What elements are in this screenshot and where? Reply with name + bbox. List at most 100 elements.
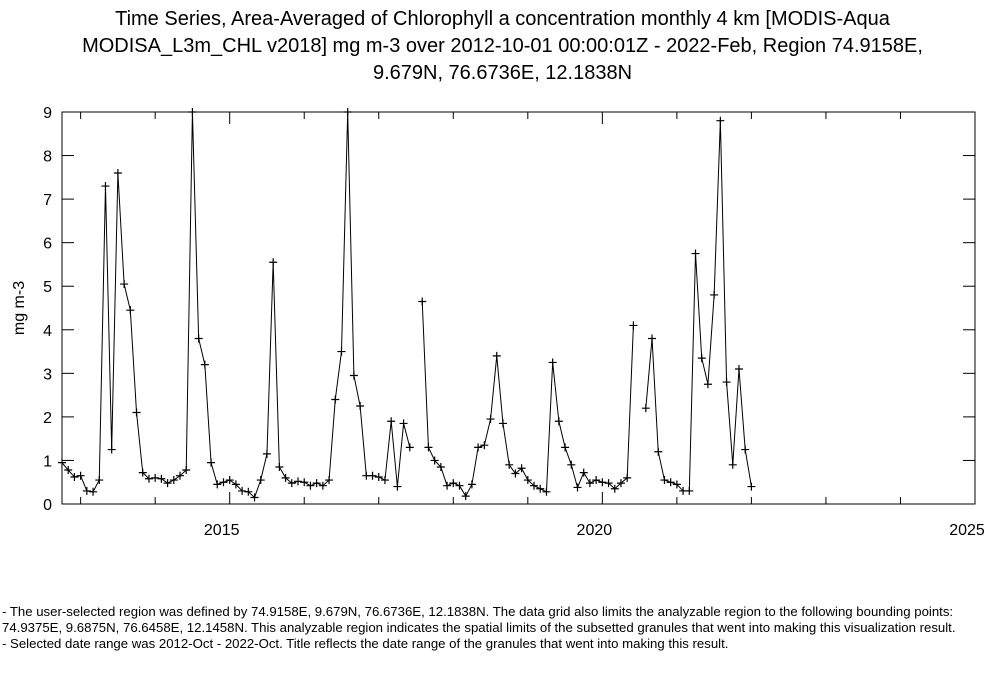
data-point <box>498 419 507 428</box>
data-point <box>213 480 222 489</box>
data-point <box>356 402 365 410</box>
data-point <box>467 480 476 489</box>
data-point <box>648 334 657 343</box>
data-point <box>337 347 346 356</box>
y-tick-label: 5 <box>43 279 52 296</box>
data-point <box>70 472 79 481</box>
data-point <box>424 443 433 452</box>
tick-labels: 0 1 2 3 4 5 6 7 8 9 2015 2020 2025 <box>43 105 985 539</box>
x-tick-label: 2020 <box>577 522 613 539</box>
data-point <box>741 445 750 454</box>
data-point <box>728 460 737 469</box>
chart-title-line-2: MODISA_L3m_CHL v2018] mg m-3 over 2012-1… <box>82 35 923 57</box>
data-point <box>672 480 681 489</box>
data-point <box>380 476 389 485</box>
y-tick-label: 2 <box>43 410 52 427</box>
data-point <box>654 447 663 456</box>
data-point <box>58 458 66 467</box>
data-point <box>256 476 265 485</box>
data-point <box>430 456 439 465</box>
series-line <box>421 301 634 498</box>
data-point <box>89 487 98 496</box>
data-point <box>374 472 383 481</box>
data-point <box>200 360 209 369</box>
series-line <box>61 111 411 499</box>
data-point <box>405 443 414 452</box>
data-point <box>306 481 315 490</box>
data-point <box>579 468 588 477</box>
data-point <box>505 460 514 469</box>
axis-ticks <box>62 111 976 505</box>
data-point <box>598 478 607 487</box>
data-point <box>592 476 601 485</box>
notes: - The user-selected region was defined b… <box>2 604 1005 652</box>
y-tick-label: 8 <box>43 149 52 166</box>
data-point <box>138 468 147 477</box>
data-point <box>387 417 396 426</box>
data-point <box>393 482 402 491</box>
data-point <box>542 487 551 496</box>
data-point <box>722 378 731 387</box>
data-point <box>436 462 445 471</box>
data-point <box>64 466 73 475</box>
data-point <box>82 486 91 495</box>
data-point <box>561 443 570 452</box>
data-point <box>449 479 458 488</box>
y-tick-label: 0 <box>43 497 52 514</box>
data-point <box>368 471 377 480</box>
data-point <box>685 486 694 495</box>
data-point <box>697 354 706 363</box>
data-point <box>716 116 725 125</box>
data-point <box>517 464 526 473</box>
data-point <box>176 471 185 480</box>
y-tick-label: 7 <box>43 192 52 209</box>
y-tick-label: 6 <box>43 236 52 253</box>
data-point <box>418 297 427 306</box>
data-point <box>188 108 197 116</box>
data-point <box>480 441 489 450</box>
data-point <box>641 404 650 413</box>
data-point <box>101 182 110 191</box>
data-point <box>455 481 464 490</box>
data-point <box>194 334 203 343</box>
data-point <box>244 487 253 496</box>
series-line <box>645 120 752 492</box>
data-point <box>399 419 408 428</box>
data-point <box>300 478 309 487</box>
data-point <box>269 258 278 267</box>
data-point <box>163 479 172 488</box>
data-point <box>325 476 334 485</box>
y-tick-label: 1 <box>43 453 52 470</box>
data-point <box>461 492 470 501</box>
data-point <box>262 449 271 458</box>
data-point <box>492 351 501 360</box>
data-point <box>107 445 116 454</box>
x-tick-label: 2015 <box>204 522 240 539</box>
data-point <box>623 473 632 482</box>
data-point <box>312 479 321 488</box>
note-date-range: - Selected date range was 2012-Oct - 202… <box>2 636 729 651</box>
data-point <box>238 486 247 495</box>
data-point <box>132 408 141 417</box>
data-point <box>219 478 228 487</box>
data-point <box>710 290 719 299</box>
data-point <box>331 395 340 404</box>
data-point <box>95 476 104 485</box>
data-point <box>567 460 576 469</box>
data-point <box>250 493 259 502</box>
data-point <box>511 469 520 478</box>
data-point <box>536 484 545 493</box>
data-point <box>151 473 160 482</box>
y-tick-label: 9 <box>43 105 52 122</box>
data-point <box>113 168 122 177</box>
data-point <box>294 477 303 486</box>
data-point <box>76 471 85 480</box>
data-point <box>275 462 284 471</box>
time-series-chart: 0 1 2 3 4 5 6 7 8 9 2015 2020 2025 mg m-3 <box>11 105 985 539</box>
plot-frame <box>61 111 976 505</box>
data-point <box>530 481 539 490</box>
data-series <box>58 108 756 502</box>
data-point <box>144 474 153 483</box>
data-point <box>660 476 669 485</box>
data-point <box>281 473 290 482</box>
